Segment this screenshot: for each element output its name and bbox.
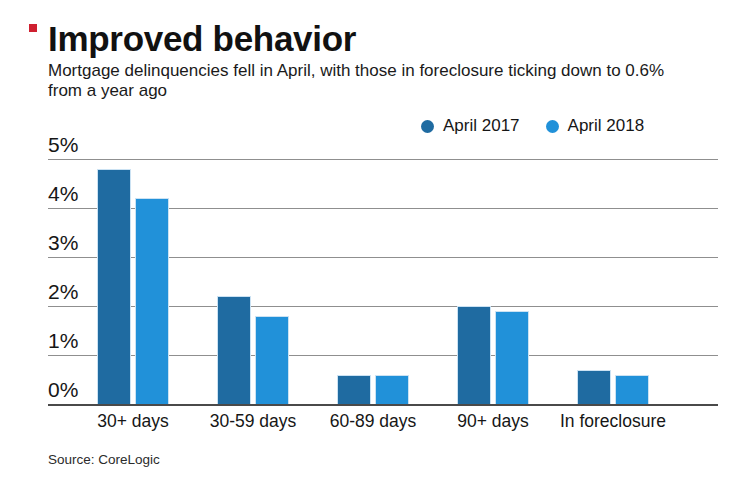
y-axis-tick-label: 3% [48, 232, 78, 254]
bar-april-2018 [135, 198, 169, 404]
y-axis-tick-label: 4% [48, 183, 78, 205]
x-axis-category-label: 60-89 days [303, 411, 443, 431]
bar-april-2017 [217, 296, 251, 404]
y-axis-tick-label: 1% [48, 330, 78, 352]
y-axis-tick-label: 0% [48, 379, 78, 401]
gridline [48, 159, 718, 160]
plot-area: 5% 4% 3% 2% 1% 0% 30+ days30-59 days60-89 days… [0, 0, 740, 482]
bar-april-2017 [457, 306, 491, 404]
chart-card: Improved behavior Mortgage delinquencies… [0, 0, 740, 482]
bar-april-2017 [577, 370, 611, 404]
x-axis-category-label: 30+ days [63, 411, 203, 431]
bar-april-2017 [337, 375, 371, 404]
bar-april-2018 [495, 311, 529, 404]
y-axis-tick-label: 2% [48, 281, 78, 303]
x-axis-baseline [48, 404, 718, 406]
bar-april-2017 [97, 169, 131, 404]
x-axis-category-label: 90+ days [423, 411, 563, 431]
y-axis-tick-label: 5% [48, 134, 78, 156]
bar-april-2018 [255, 316, 289, 404]
source-note: Source: CoreLogic [48, 452, 160, 467]
bar-april-2018 [375, 375, 409, 404]
bar-april-2018 [615, 375, 649, 404]
x-axis-category-label: 30-59 days [183, 411, 323, 431]
x-axis-category-label: In foreclosure [543, 411, 683, 431]
